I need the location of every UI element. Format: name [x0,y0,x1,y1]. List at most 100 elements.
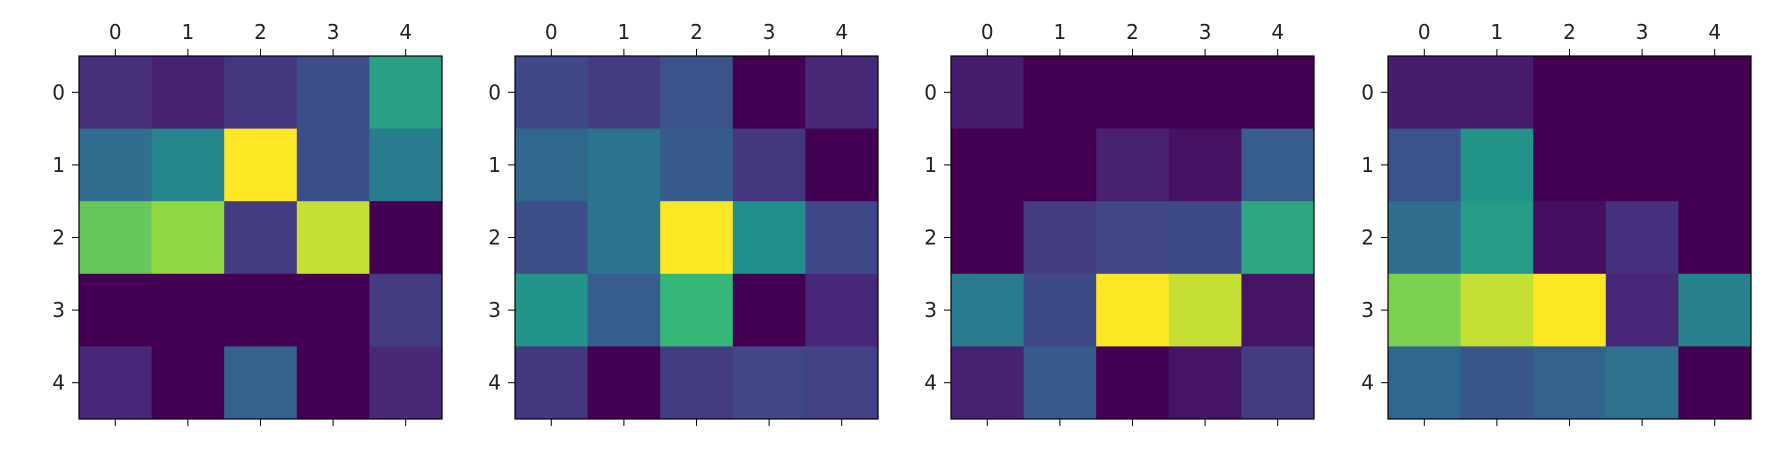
heatmap-cell-0-4 [805,56,879,130]
heatmap-cell-0-3 [296,56,370,130]
heatmap-cell-0-3 [1605,56,1679,130]
heatmap-cell-3-1 [1460,273,1534,347]
heatmap-cell-4-3 [732,346,806,420]
heatmap-cell-4-0 [79,346,153,420]
heatmap-cell-1-3 [1605,128,1679,202]
heatmap-cell-0-2 [660,56,734,130]
heatmap-cell-2-2 [660,201,734,275]
heatmap-cell-1-4 [369,128,443,202]
y-tick-label: 2 [1361,226,1374,250]
heatmap-cell-1-3 [1168,128,1242,202]
heatmap-cell-4-2 [660,346,734,420]
y-tick-label: 3 [924,298,937,322]
heatmap-cell-0-3 [1168,56,1242,130]
heatmap-cell-0-0 [79,56,153,130]
heatmap-cell-3-3 [1168,273,1242,347]
heatmap-cell-2-0 [515,201,589,275]
heatmap-cell-4-4 [1241,346,1315,420]
y-tick-label: 3 [488,298,501,322]
heatmap-cell-2-2 [224,201,298,275]
heatmap-cell-2-1 [587,201,661,275]
y-tick-label: 0 [488,80,501,104]
x-tick-label: 4 [399,20,412,44]
heatmap-panel-1: 0 1 2 3 4 0 1 2 3 4 [52,20,443,426]
y-tick-label: 1 [488,153,501,177]
heatmap-cell-0-1 [1023,56,1097,130]
x-tick-label: 0 [1418,20,1431,44]
heatmap-cell-4-4 [805,346,879,420]
heatmap-cell-3-3 [732,273,806,347]
heatmap-cell-1-1 [587,128,661,202]
x-tick-label: 3 [327,20,340,44]
y-tick-label: 2 [52,226,65,250]
heatmap-cell-3-2 [660,273,734,347]
heatmap-cell-2-3 [1168,201,1242,275]
heatmap-panel-4: 0 1 2 3 4 0 1 2 3 4 [1361,20,1752,426]
heatmap-cell-0-4 [1678,56,1752,130]
heatmap-cell-1-1 [1023,128,1097,202]
heatmap-cell-1-0 [1388,128,1462,202]
heatmap-cell-3-1 [151,273,225,347]
heatmap-cell-3-3 [1605,273,1679,347]
x-tick-label: 0 [545,20,558,44]
heatmap-cell-2-4 [1241,201,1315,275]
heatmap-cell-3-4 [369,273,443,347]
heatmap-cell-3-3 [296,273,370,347]
heatmap-panel-3: 0 1 2 3 4 0 1 2 3 4 [924,20,1315,426]
heatmap-cell-4-0 [1388,346,1462,420]
heatmap-cell-0-3 [732,56,806,130]
heatmap-cell-2-1 [151,201,225,275]
heatmap-cell-4-4 [369,346,443,420]
heatmap-cell-1-3 [732,128,806,202]
heatmap-cell-0-4 [1241,56,1315,130]
heatmap-cell-0-2 [1096,56,1170,130]
x-tick-label: 0 [109,20,122,44]
y-tick-label: 2 [488,226,501,250]
heatmap-cell-4-2 [224,346,298,420]
y-tick-label: 4 [924,371,937,395]
heatmap-cell-2-4 [805,201,879,275]
heatmap-cell-4-0 [951,346,1025,420]
heatmap-cell-1-4 [805,128,879,202]
heatmap-cell-4-1 [587,346,661,420]
heatmap-cell-1-0 [951,128,1025,202]
heatmap-cell-3-4 [1241,273,1315,347]
y-tick-label: 3 [52,298,65,322]
x-tick-label: 1 [618,20,631,44]
y-tick-label: 4 [1361,371,1374,395]
heatmap-cell-4-3 [296,346,370,420]
x-tick-label: 2 [1126,20,1139,44]
x-tick-label: 2 [1563,20,1576,44]
heatmap-cell-4-1 [1460,346,1534,420]
heatmap-cell-1-1 [1460,128,1534,202]
y-tick-label: 4 [488,371,501,395]
heatmap-cell-0-2 [1533,56,1607,130]
heatmap-cell-3-0 [1388,273,1462,347]
heatmap-cell-3-1 [587,273,661,347]
heatmap-cell-1-3 [296,128,370,202]
heatmap-cell-3-4 [1678,273,1752,347]
heatmap-cell-3-2 [1533,273,1607,347]
heatmap-cell-3-1 [1023,273,1097,347]
heatmap-cell-1-2 [1533,128,1607,202]
x-tick-label: 4 [1708,20,1721,44]
heatmap-cell-3-0 [515,273,589,347]
y-tick-label: 4 [52,371,65,395]
heatmap-cell-2-3 [732,201,806,275]
heatmap-cell-3-2 [1096,273,1170,347]
x-tick-label: 2 [690,20,703,44]
heatmap-cell-3-0 [79,273,153,347]
heatmap-cell-4-1 [1023,346,1097,420]
x-tick-label: 0 [981,20,994,44]
y-tick-label: 0 [1361,80,1374,104]
x-tick-label: 1 [182,20,195,44]
heatmap-cell-0-1 [587,56,661,130]
heatmap-cell-1-4 [1678,128,1752,202]
heatmap-cell-3-2 [224,273,298,347]
heatmap-cell-0-4 [369,56,443,130]
x-tick-label: 1 [1054,20,1067,44]
heatmap-cell-4-4 [1678,346,1752,420]
heatmap-cell-2-4 [369,201,443,275]
heatmap-cell-2-1 [1460,201,1534,275]
heatmap-cell-0-0 [515,56,589,130]
